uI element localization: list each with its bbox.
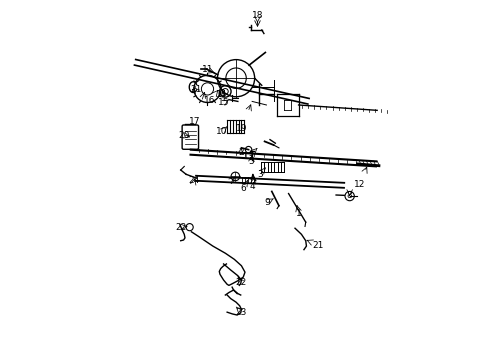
Text: 14: 14: [216, 90, 227, 99]
Text: 4: 4: [250, 182, 256, 191]
Text: 5: 5: [248, 157, 254, 166]
Text: 6: 6: [240, 184, 245, 193]
Text: 15: 15: [218, 98, 229, 107]
Text: 1: 1: [296, 210, 302, 219]
Text: 19: 19: [236, 124, 247, 133]
Text: 10: 10: [216, 127, 227, 136]
Text: 8: 8: [347, 190, 352, 199]
Text: 13: 13: [243, 152, 254, 161]
Text: 21: 21: [313, 240, 324, 249]
Text: 17: 17: [189, 117, 201, 126]
Text: 18: 18: [252, 11, 263, 20]
Text: 22: 22: [176, 222, 187, 231]
Text: 22: 22: [236, 278, 247, 287]
Text: 20: 20: [178, 131, 190, 140]
Text: 11: 11: [202, 66, 213, 75]
Text: 24: 24: [189, 176, 200, 185]
Text: 9: 9: [264, 198, 270, 207]
Text: 2: 2: [238, 148, 244, 157]
Text: 16: 16: [203, 96, 215, 105]
Text: 3: 3: [257, 170, 263, 179]
Text: 23: 23: [236, 308, 247, 317]
Text: 21: 21: [190, 85, 201, 94]
Text: 12: 12: [354, 180, 365, 189]
Text: 7: 7: [228, 176, 234, 185]
